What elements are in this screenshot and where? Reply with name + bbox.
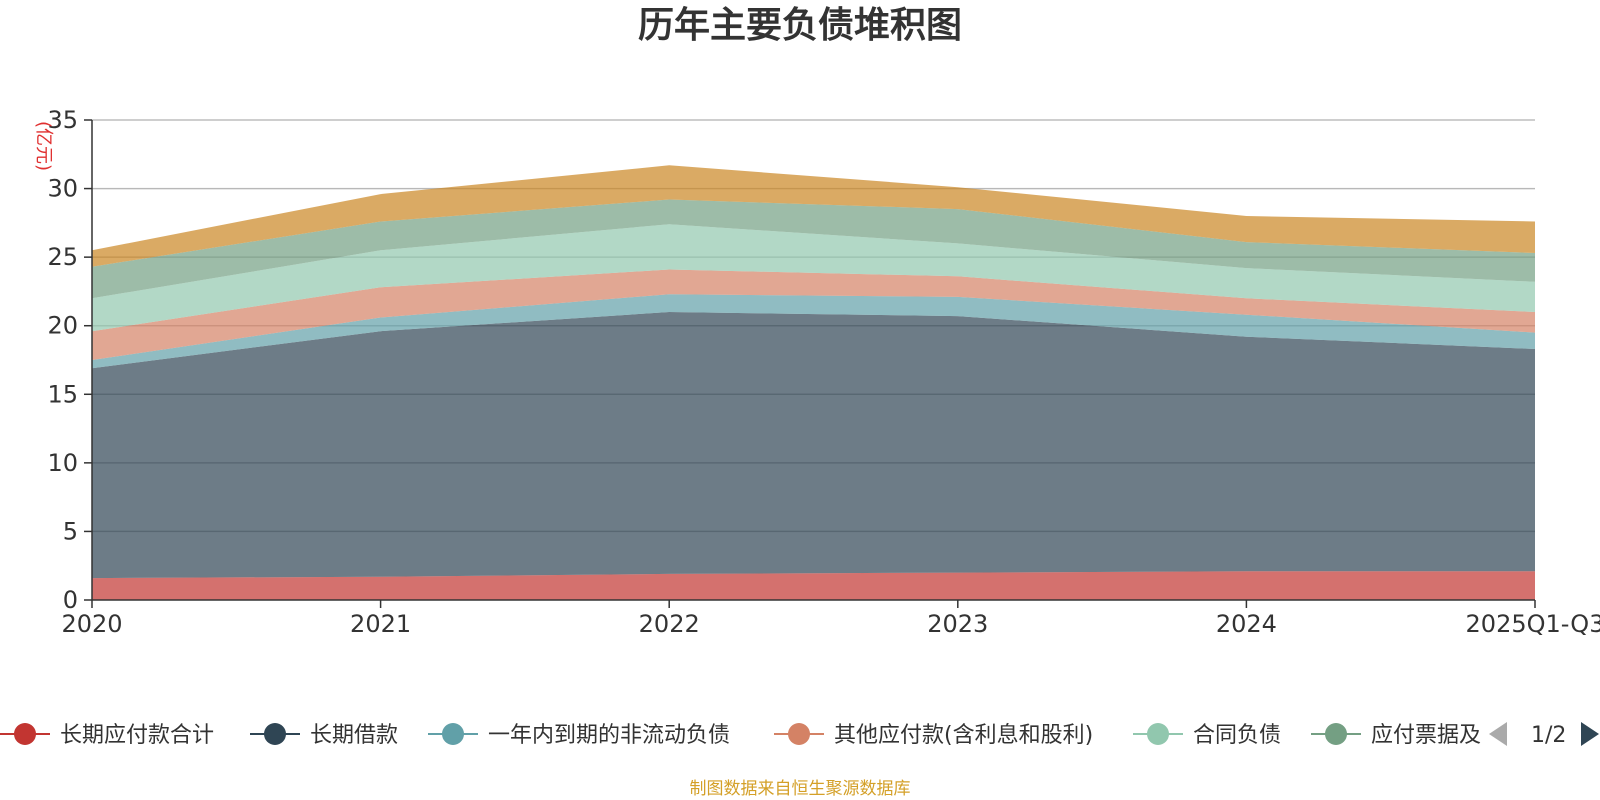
legend-prev-icon[interactable]: [1489, 722, 1507, 746]
x-tick-label: 2025Q1-Q3: [1466, 610, 1600, 638]
y-tick-label: 20: [47, 312, 78, 340]
legend-item-label: 长期借款: [310, 723, 398, 748]
x-tick-label: 2024: [1216, 610, 1277, 638]
legend-item-label: 其他应付款(含利息和股利): [834, 723, 1093, 748]
legend: 长期应付款合计 长期借款 一年内到期的非流动负债 其他应付款(含利息和股利) 合同负债 应…: [0, 722, 1599, 748]
area-series-4: [92, 224, 1535, 332]
legend-marker: [1325, 723, 1347, 745]
y-tick-label: 30: [47, 175, 78, 203]
area-series-2: [92, 294, 1535, 369]
chart-title: 历年主要负债堆积图: [637, 5, 962, 46]
y-tick-label: 25: [47, 243, 78, 271]
legend-marker: [1147, 723, 1169, 745]
legend-item-label: 应付票据及: [1371, 723, 1481, 748]
x-tick-label: 2020: [61, 610, 122, 638]
stacked-areas: [92, 165, 1535, 600]
area-series-0: [92, 571, 1535, 600]
area-series-1: [92, 312, 1535, 579]
y-tick-label: 15: [47, 380, 78, 408]
legend-marker: [14, 723, 36, 745]
source-note: 制图数据来自恒生聚源数据库: [689, 779, 911, 799]
y-tick-label: 0: [63, 586, 78, 614]
x-tick-label: 2021: [350, 610, 411, 638]
axes: 0 5 10 15 20 25 30 35 2020 2021 2022 2023 2024 2025Q1…: [33, 106, 1600, 638]
legend-next-icon[interactable]: [1581, 722, 1599, 746]
y-tick-label: 35: [47, 106, 78, 134]
y-tick-label: 5: [63, 517, 78, 545]
area-series-5: [92, 199, 1535, 299]
legend-item-label: 合同负债: [1193, 723, 1281, 748]
y-axis-unit-label: (亿元): [33, 121, 54, 171]
y-tick-label: 10: [47, 449, 78, 477]
legend-marker: [788, 723, 810, 745]
legend-marker: [264, 723, 286, 745]
legend-item-label: 一年内到期的非流动负债: [488, 723, 730, 748]
x-tick-label: 2023: [927, 610, 988, 638]
area-series-6: [92, 165, 1535, 267]
x-tick-label: 2022: [639, 610, 700, 638]
legend-page-indicator: 1/2: [1531, 723, 1566, 748]
area-series-3: [92, 269, 1535, 360]
legend-marker: [442, 723, 464, 745]
legend-item-label: 长期应付款合计: [60, 723, 214, 748]
